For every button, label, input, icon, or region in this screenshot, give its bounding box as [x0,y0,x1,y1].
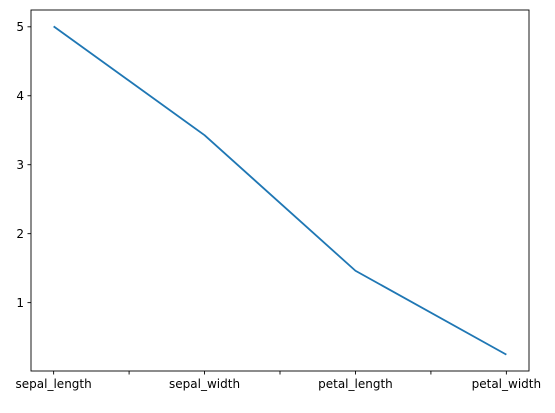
y-tick-label: 3 [16,158,24,172]
y-tick-label: 1 [16,296,24,310]
x-tick-label: petal_width [472,377,541,391]
x-tick-label: petal_length [318,377,393,391]
x-tick-label: sepal_width [169,377,240,391]
y-tick-label: 2 [16,227,24,241]
y-tick-label: 5 [16,20,24,34]
y-tick-label: 4 [16,89,24,103]
x-tick-label: sepal_length [16,377,92,391]
